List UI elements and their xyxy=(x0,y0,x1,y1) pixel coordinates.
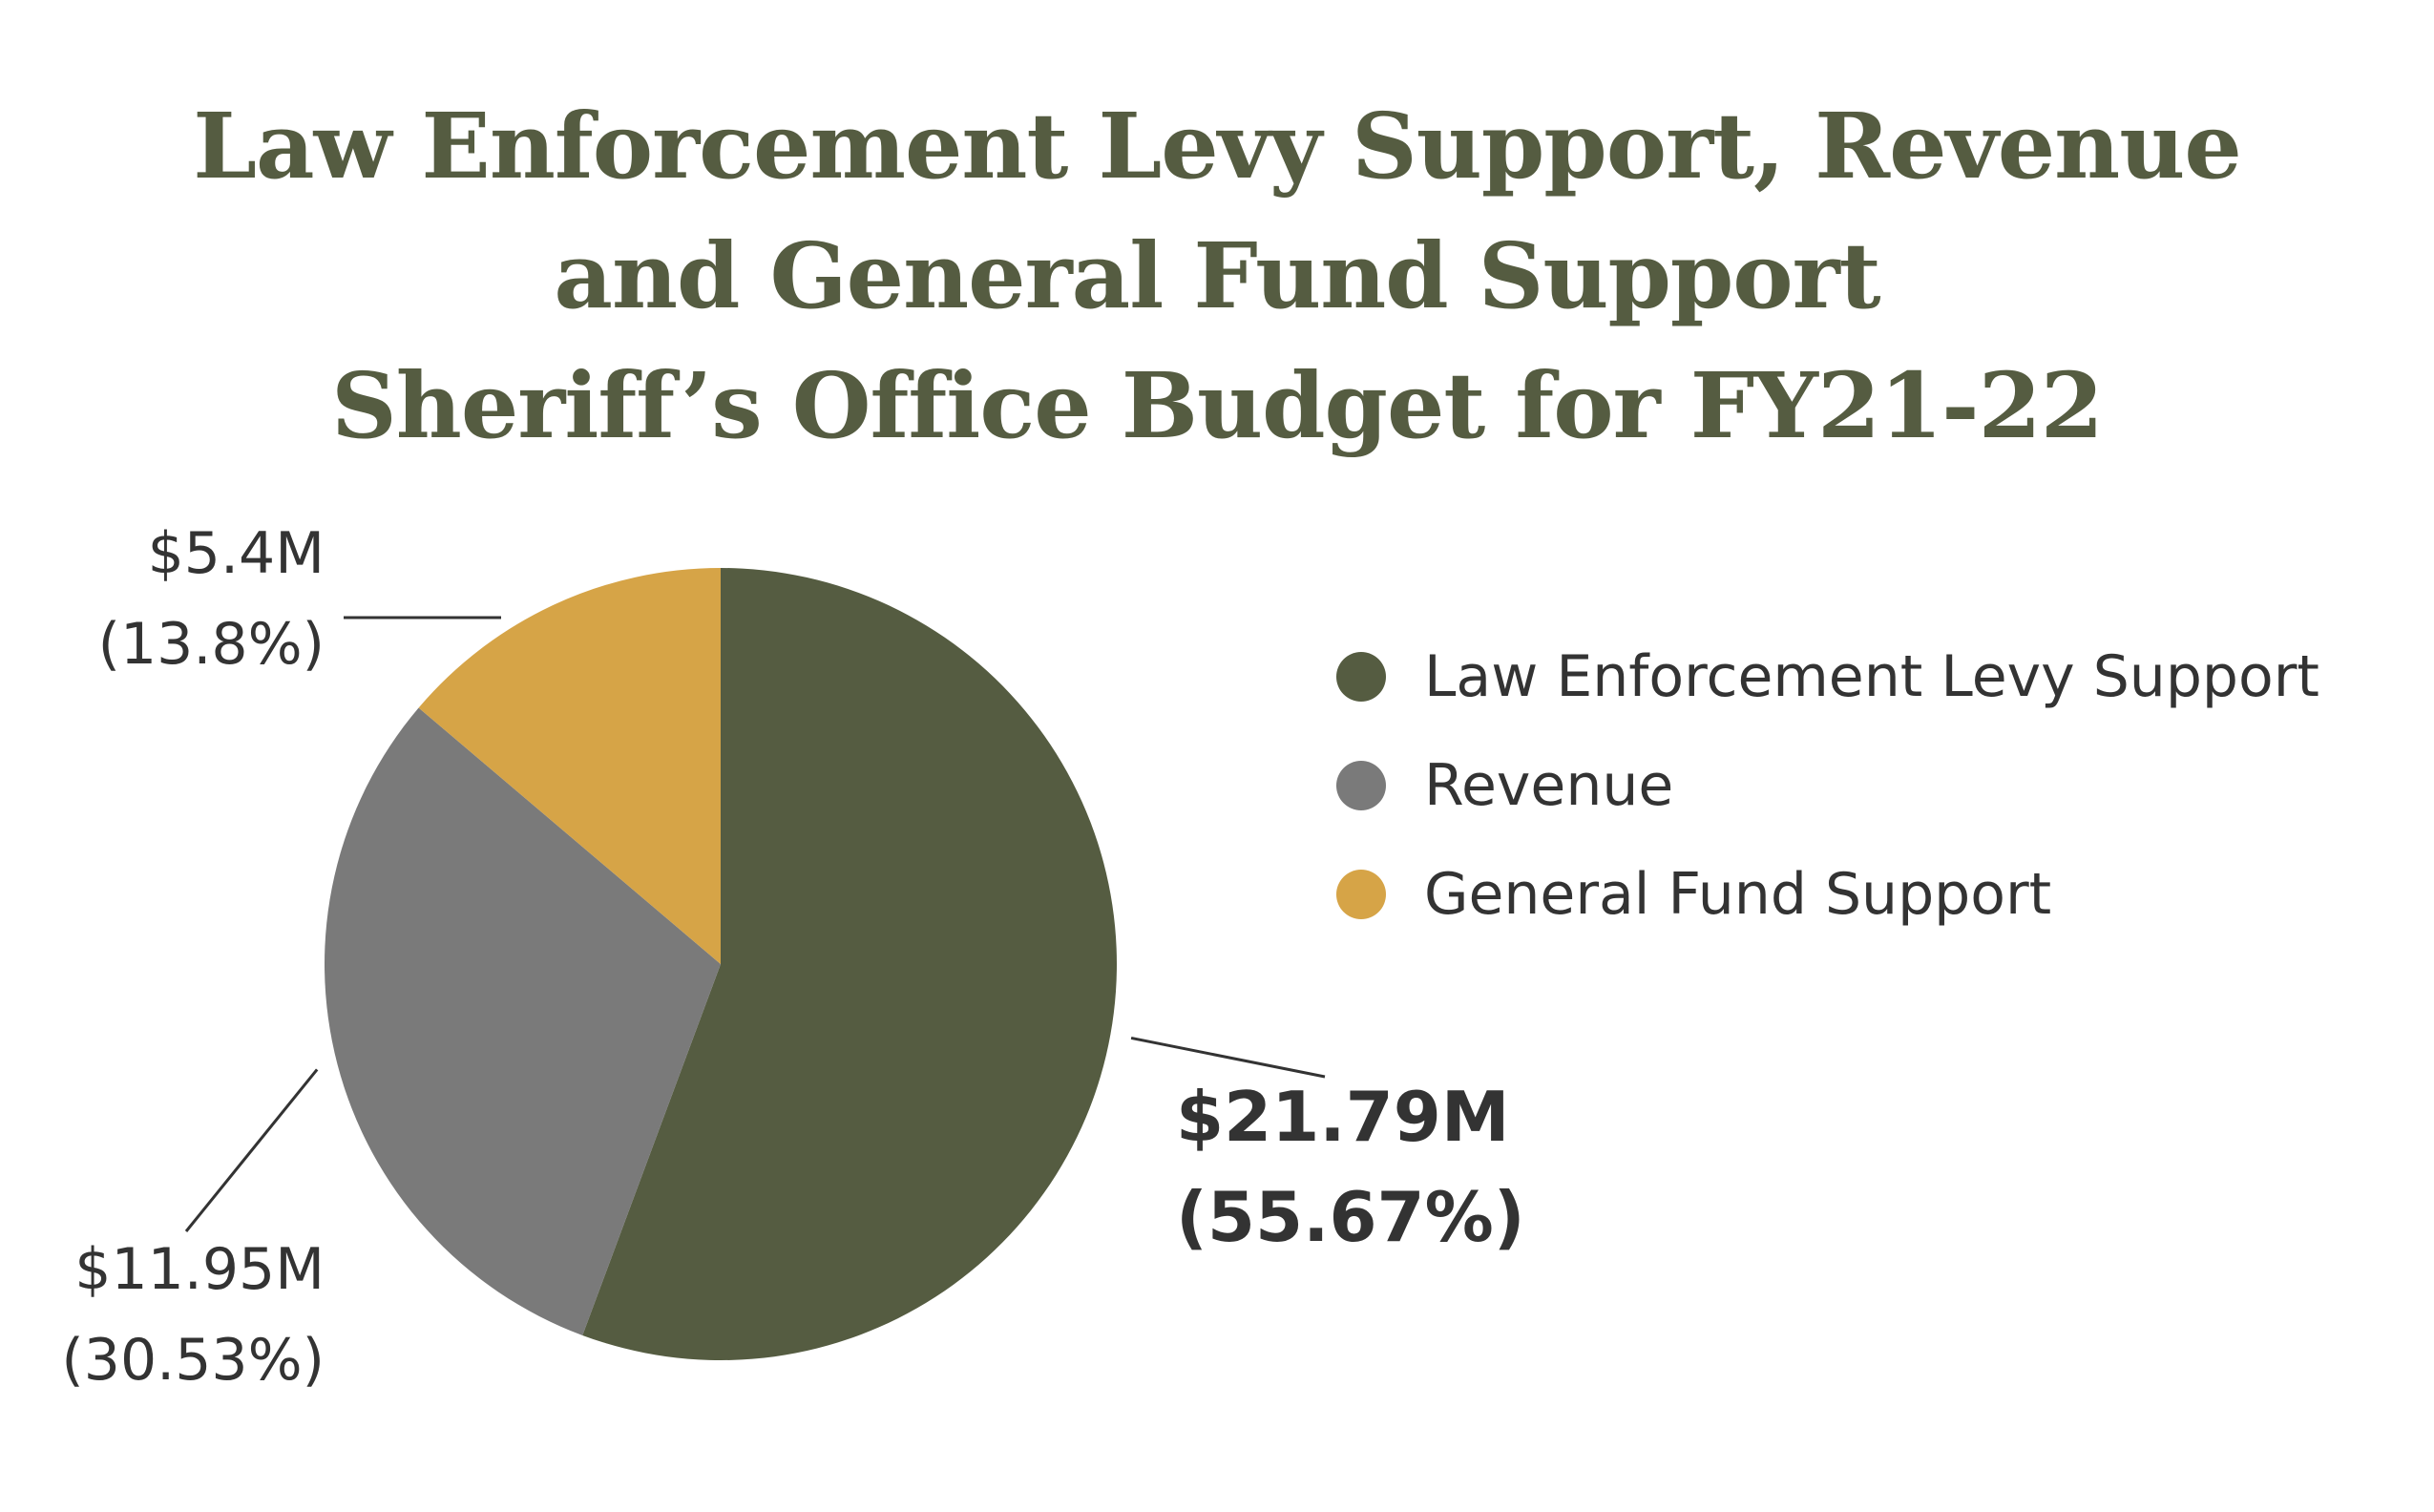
chart-title: Law Enforcement Levy Support, Revenue an… xyxy=(0,82,2434,472)
pie-slice-revenue xyxy=(324,707,721,1335)
chart-title-line-2: and General Fund Support xyxy=(554,223,1880,329)
legend-item-levy: Law Enforcement Levy Support xyxy=(1336,622,2319,731)
slice-percent-label-general-fund: (13.8%) xyxy=(98,611,325,678)
leader-line-levy xyxy=(1130,1036,1326,1079)
slice-percent-label-revenue: (30.53%) xyxy=(61,1327,325,1394)
slice-value-label-levy: $21.79M xyxy=(1176,1077,1510,1157)
legend-swatch-revenue xyxy=(1336,761,1386,810)
legend-label-revenue: Revenue xyxy=(1424,752,1674,819)
legend-label-levy: Law Enforcement Levy Support xyxy=(1424,643,2319,710)
leader-line-revenue xyxy=(184,1068,319,1232)
legend-swatch-levy xyxy=(1336,652,1386,702)
pie-slice-general-fund xyxy=(418,568,721,964)
slice-percent-label-levy: (55.67%) xyxy=(1176,1177,1525,1257)
legend-label-general-fund: General Fund Support xyxy=(1424,861,2052,928)
pie-slice-levy xyxy=(582,568,1117,1360)
legend-item-revenue: Revenue xyxy=(1336,731,2319,840)
legend-item-general-fund: General Fund Support xyxy=(1336,840,2319,949)
legend-swatch-general-fund xyxy=(1336,870,1386,919)
slice-value-label-general-fund: $5.4M xyxy=(148,520,325,587)
chart-title-line-3: Sheriff’s Office Budget for FY21-22 xyxy=(331,353,2104,459)
slice-value-label-revenue: $11.95M xyxy=(74,1236,325,1303)
legend: Law Enforcement Levy Support Revenue Gen… xyxy=(1336,622,2319,949)
chart-title-line-1: Law Enforcement Levy Support, Revenue xyxy=(193,94,2242,200)
